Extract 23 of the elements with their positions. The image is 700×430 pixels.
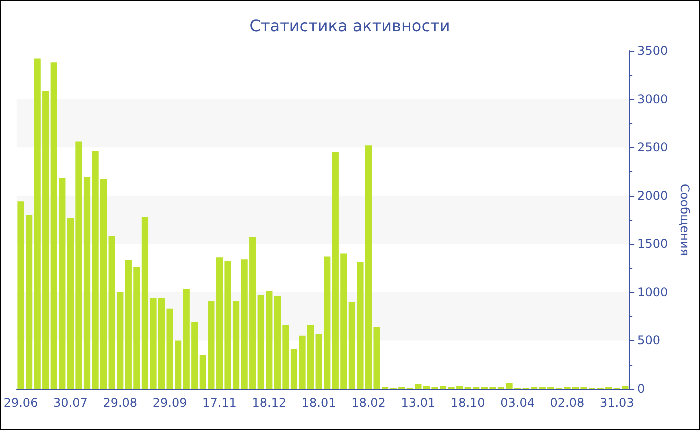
- y-axis-title: Сообщения: [678, 184, 692, 256]
- y-tick-label: 500: [638, 334, 660, 348]
- y-tick-label: 2000: [638, 188, 668, 203]
- x-tick-label: 29.08: [103, 396, 138, 410]
- y-tick-label: 0: [638, 382, 646, 396]
- x-tick-label: 18.01: [302, 396, 336, 410]
- y-tick-label: 2500: [638, 140, 668, 155]
- x-tick-label: 29.06: [4, 396, 38, 410]
- y-tick-label: 3000: [638, 92, 668, 106]
- x-tick-label: 03.04: [500, 396, 535, 410]
- x-tick-label: 18.02: [352, 396, 386, 410]
- y-tick-label: 1000: [638, 285, 668, 300]
- x-tick-label: 17.11: [202, 396, 237, 410]
- x-tick-label: 13.01: [401, 396, 436, 410]
- chart-title: Статистика активности: [250, 16, 450, 36]
- y-tick-label: 1500: [638, 237, 668, 252]
- x-tick-label: 31.03: [600, 396, 634, 410]
- y-tick-label: 3500: [638, 44, 668, 58]
- x-tick-label: 02.08: [550, 396, 585, 410]
- x-tick-label: 18.12: [252, 396, 287, 410]
- x-tick-label: 30.07: [54, 396, 88, 410]
- x-tick-label: 18.10: [450, 396, 486, 410]
- x-tick-label: 29.09: [152, 396, 188, 410]
